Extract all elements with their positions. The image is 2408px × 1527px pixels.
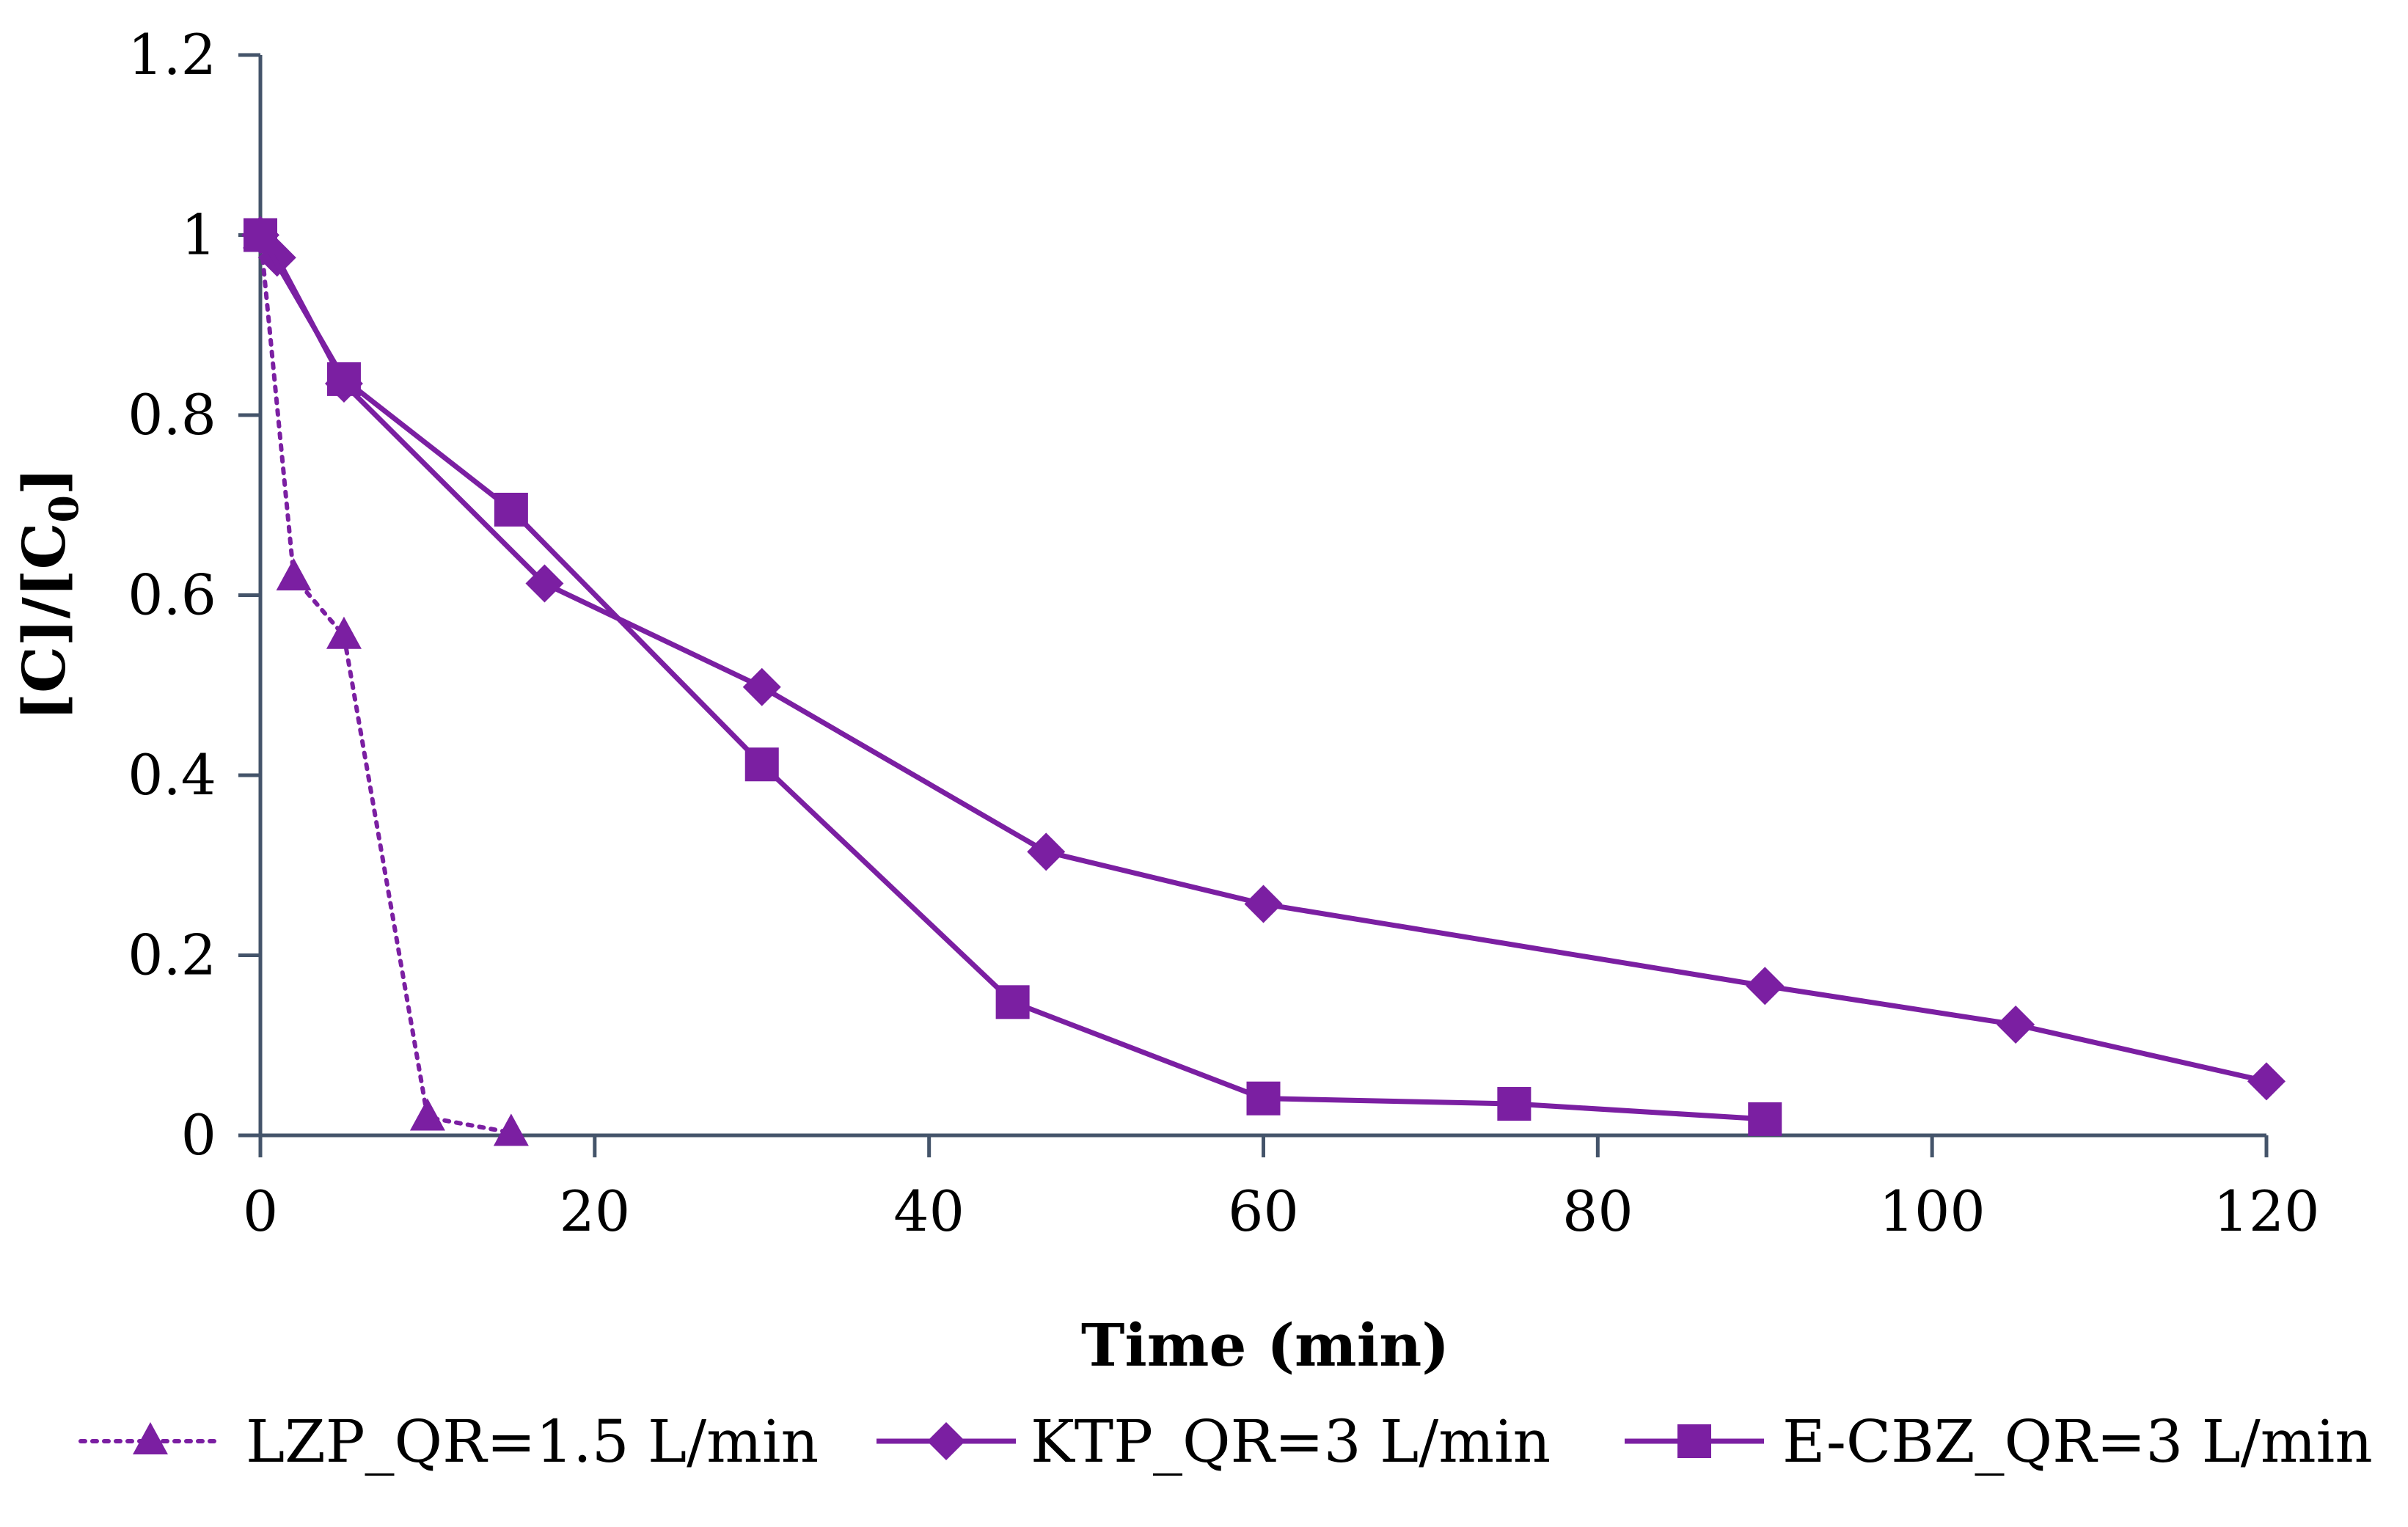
y-tick-labels: 0 0.2 0.4 0.6 0.8 1 1.2: [128, 22, 216, 1168]
data-point: [494, 492, 528, 527]
data-point: [744, 747, 779, 782]
data-point: [1244, 885, 1283, 923]
y-axis-title-end: ]: [10, 467, 78, 495]
data-point: [742, 667, 781, 706]
x-axis-title: Time (min): [1081, 1311, 1449, 1380]
x-tick-label: 100: [1879, 1179, 1986, 1244]
data-point: [326, 616, 362, 649]
series-1: [243, 216, 529, 1146]
data-point: [995, 985, 1030, 1019]
legend-marker: [133, 1422, 168, 1454]
data-point: [326, 362, 361, 396]
y-tick-label: 0.2: [128, 923, 216, 988]
legend-item-3: E-CBZ_QR=3 L/min: [1625, 1407, 2373, 1476]
data-point: [244, 218, 277, 252]
series-3: [244, 218, 1782, 1136]
data-point: [409, 1098, 445, 1131]
y-tick-label: 0.4: [128, 742, 216, 808]
data-point: [1027, 832, 1066, 871]
legend-label: KTP_QR=3 L/min: [1031, 1407, 1551, 1476]
y-axis-title: [C]/[C0]: [10, 467, 87, 721]
legend-label: LZP_QR=1.5 L/min: [246, 1407, 819, 1476]
legend-marker: [927, 1422, 965, 1460]
data-point: [2247, 1062, 2286, 1101]
legend: LZP_QR=1.5 L/min KTP_QR=3 L/min E-CBZ_QR=3…: [78, 1407, 2373, 1476]
y-tick-label: 1: [181, 202, 216, 268]
data-point: [1497, 1087, 1531, 1121]
series-line: [258, 233, 2267, 1084]
data-point: [1746, 967, 1785, 1006]
y-tick-label: 1.2: [128, 22, 216, 87]
x-tick-label: 80: [1562, 1179, 1633, 1244]
y-axis-title-subscript: 0: [40, 495, 87, 523]
data-point: [1246, 1081, 1281, 1116]
legend-item-1: LZP_QR=1.5 L/min: [78, 1407, 819, 1476]
x-tick-label: 120: [2213, 1179, 2319, 1244]
legend-item-2: KTP_QR=3 L/min: [877, 1407, 1551, 1476]
axes: [238, 53, 2269, 1157]
data-point: [276, 557, 312, 590]
x-tick-labels: 0 20 40 60 80 100 120: [243, 1179, 2320, 1244]
x-tick-label: 20: [559, 1179, 630, 1244]
y-tick-label: 0: [181, 1102, 216, 1168]
series-line: [257, 233, 1765, 1122]
series-line: [258, 232, 513, 1135]
x-tick-label: 40: [893, 1179, 965, 1244]
legend-label: E-CBZ_QR=3 L/min: [1782, 1407, 2373, 1476]
data-point: [493, 1113, 529, 1146]
x-tick-label: 0: [243, 1179, 278, 1244]
y-tick-label: 0.8: [128, 382, 216, 447]
y-axis-title-main: [C]/[C: [10, 523, 78, 721]
data-point: [1997, 1006, 2035, 1044]
x-tick-label: 60: [1228, 1179, 1299, 1244]
series-layer: [241, 216, 2286, 1146]
data-point: [525, 564, 564, 603]
data-point: [1748, 1102, 1782, 1136]
series-2: [241, 216, 2286, 1101]
y-tick-label: 0.6: [128, 563, 216, 628]
legend-marker: [1677, 1424, 1711, 1458]
